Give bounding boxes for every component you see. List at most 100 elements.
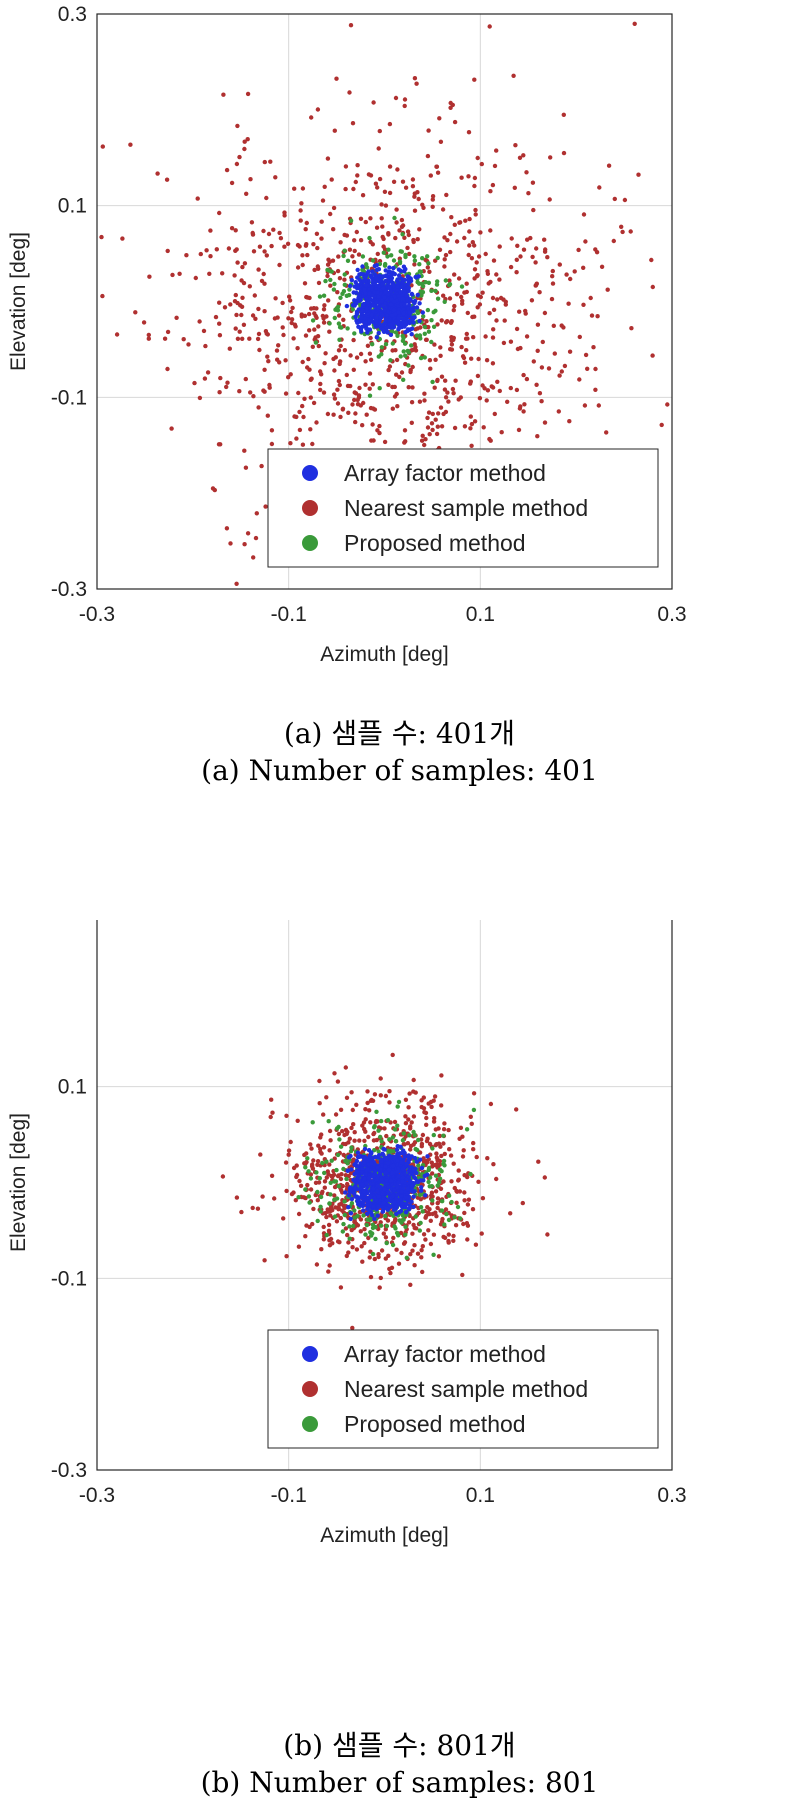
- scatter-point: [421, 1232, 427, 1237]
- scatter-point: [342, 1199, 347, 1204]
- scatter-point: [482, 386, 487, 391]
- scatter-point: [374, 1109, 379, 1114]
- scatter-point: [407, 302, 412, 308]
- scatter-point: [418, 1205, 424, 1210]
- scatter-point: [392, 1182, 397, 1187]
- scatter-point: [611, 238, 616, 244]
- scatter-point: [342, 1205, 347, 1210]
- scatter-point: [438, 1186, 444, 1191]
- scatter-point: [303, 227, 308, 232]
- scatter-point: [382, 321, 388, 326]
- scatter-point: [452, 222, 457, 227]
- scatter-point: [392, 1200, 397, 1205]
- scatter-point: [227, 346, 232, 351]
- scatter-point: [410, 1172, 415, 1177]
- scatter-point: [435, 255, 440, 261]
- scatter-point: [350, 402, 355, 407]
- scatter-point: [336, 1131, 342, 1137]
- scatter-point: [332, 128, 337, 133]
- scatter-point: [374, 225, 380, 230]
- scatter-point: [464, 348, 469, 353]
- scatter-point: [394, 357, 400, 363]
- scatter-point: [485, 388, 491, 393]
- scatter-point: [402, 428, 408, 433]
- scatter-point: [480, 290, 485, 295]
- scatter-point: [388, 1270, 393, 1276]
- scatter-point: [468, 414, 473, 419]
- scatter-point: [371, 100, 376, 105]
- scatter-point: [468, 381, 473, 386]
- legend-marker-nearest_sample: [302, 1381, 318, 1397]
- scatter-point: [349, 1201, 355, 1206]
- scatter-point: [155, 171, 160, 176]
- scatter-point: [344, 303, 350, 309]
- scatter-point: [221, 92, 226, 97]
- scatter-point: [288, 1139, 293, 1145]
- scatter-point: [376, 1155, 381, 1160]
- scatter-point: [474, 274, 480, 279]
- scatter-point: [416, 1163, 421, 1168]
- scatter-point: [377, 322, 382, 327]
- scatter-point: [585, 366, 590, 371]
- scatter-point: [385, 254, 390, 259]
- figure-a: -0.3 -0.1 0.1 0.3 -0.3 -0.1 0.1 0.3 Azimuth [deg…: [0, 0, 799, 790]
- scatter-point: [208, 254, 213, 259]
- scatter-point: [374, 335, 379, 340]
- scatter-point: [629, 326, 634, 331]
- scatter-point: [513, 143, 518, 148]
- scatter-point: [243, 465, 249, 470]
- scatter-point: [369, 1150, 374, 1155]
- scatter-point: [338, 1176, 344, 1182]
- scatter-point: [310, 344, 315, 349]
- scatter-point: [414, 1159, 419, 1164]
- scatter-point: [371, 279, 376, 284]
- scatter-point: [270, 1110, 275, 1115]
- scatter-point: [501, 340, 507, 346]
- scatter-point: [326, 1222, 332, 1228]
- scatter-point: [360, 1259, 365, 1264]
- scatter-point: [502, 318, 507, 323]
- scatter-point: [439, 1073, 444, 1078]
- scatter-point: [382, 1147, 387, 1152]
- scatter-point: [375, 1165, 380, 1170]
- scatter-point: [361, 400, 366, 406]
- y-tick-label: 0.1: [58, 1076, 87, 1099]
- scatter-point: [427, 269, 432, 274]
- scatter-point: [477, 396, 483, 401]
- scatter-point: [374, 300, 379, 305]
- scatter-point: [447, 1147, 452, 1152]
- scatter-point: [433, 288, 438, 294]
- scatter-point: [369, 1233, 374, 1238]
- scatter-point: [514, 387, 520, 393]
- scatter-point: [407, 1203, 413, 1208]
- scatter-point: [404, 1195, 410, 1200]
- scatter-point: [393, 1216, 398, 1222]
- scatter-point: [397, 260, 403, 266]
- scatter-point: [348, 353, 353, 358]
- scatter-point: [422, 398, 427, 403]
- scatter-point: [374, 316, 379, 321]
- scatter-point: [392, 384, 397, 390]
- scatter-point: [332, 1071, 337, 1076]
- scatter-point: [439, 1103, 444, 1108]
- scatter-point: [451, 391, 456, 396]
- scatter-point: [256, 331, 262, 337]
- scatter-point: [503, 299, 508, 304]
- scatter-point: [593, 387, 598, 392]
- scatter-point: [431, 1119, 437, 1124]
- scatter-point: [464, 331, 469, 337]
- scatter-point: [207, 271, 212, 276]
- scatter-point: [204, 248, 209, 253]
- scatter-point: [430, 411, 435, 417]
- scatter-point: [438, 353, 443, 358]
- scatter-point: [225, 380, 230, 385]
- scatter-point: [195, 196, 200, 201]
- scatter-point: [373, 181, 379, 186]
- scatter-point: [512, 185, 517, 190]
- scatter-point: [411, 299, 416, 304]
- scatter-point: [395, 1104, 400, 1109]
- scatter-point: [237, 154, 242, 160]
- scatter-point: [343, 1190, 348, 1195]
- scatter-point: [450, 386, 456, 392]
